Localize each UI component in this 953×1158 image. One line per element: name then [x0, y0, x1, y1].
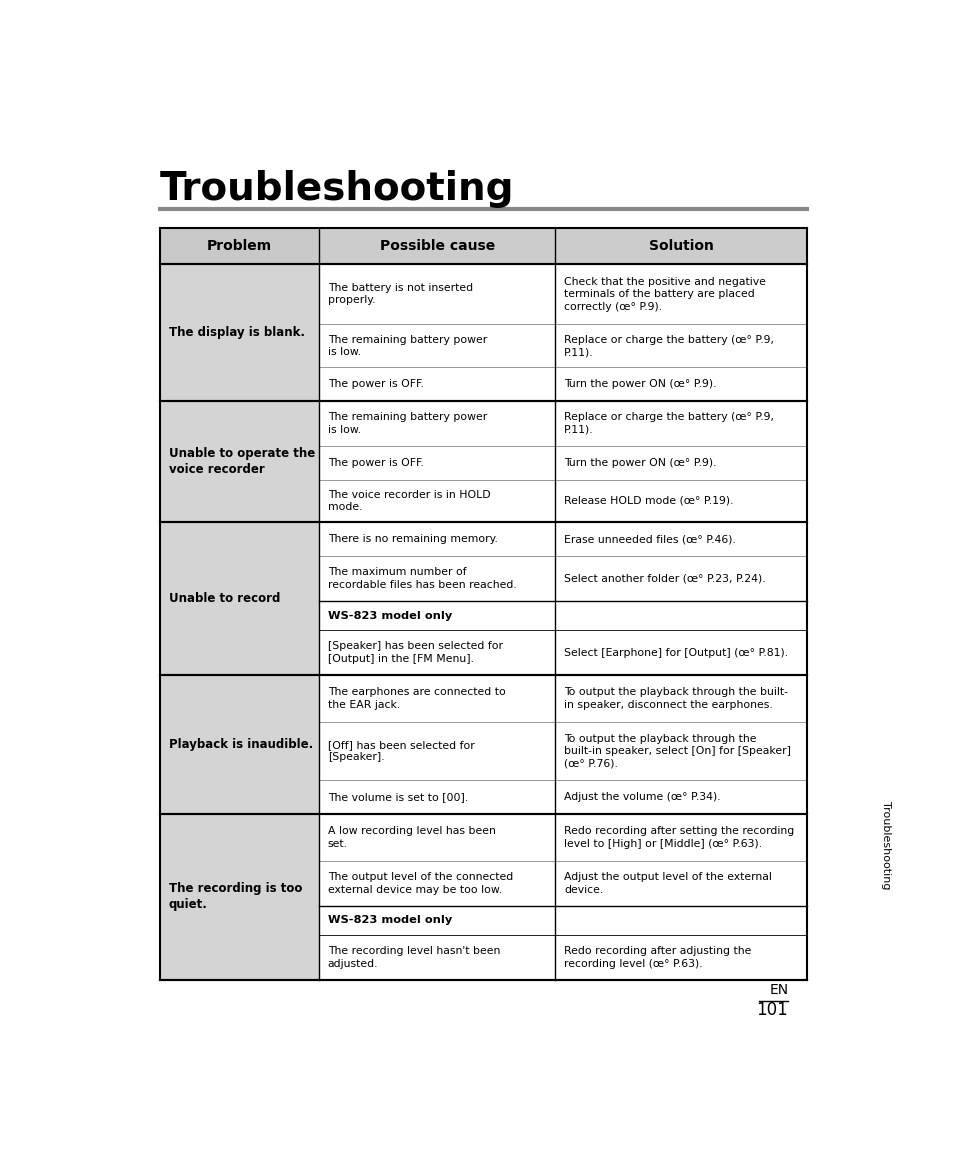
Bar: [318, 780, 555, 814]
Text: Troubleshooting: Troubleshooting: [881, 801, 890, 889]
Bar: [555, 723, 806, 780]
Bar: [160, 264, 318, 401]
Text: The power is OFF.: The power is OFF.: [328, 379, 423, 389]
Bar: [160, 814, 318, 980]
Bar: [318, 723, 555, 780]
Text: Possible cause: Possible cause: [379, 239, 495, 252]
Text: The volume is set to [00].: The volume is set to [00].: [328, 792, 468, 802]
Bar: [555, 556, 806, 601]
Bar: [318, 862, 555, 906]
Text: [Speaker] has been selected for
[Output] in the [FM Menu].: [Speaker] has been selected for [Output]…: [328, 642, 502, 664]
Bar: [160, 228, 318, 264]
Text: Redo recording after adjusting the
recording level (œ° P.63).: Redo recording after adjusting the recor…: [564, 946, 751, 969]
Text: Turn the power ON (œ° P.9).: Turn the power ON (œ° P.9).: [564, 457, 716, 468]
Bar: [318, 675, 555, 723]
Bar: [555, 522, 806, 556]
Bar: [318, 814, 555, 862]
Bar: [555, 479, 806, 522]
Text: Select [Earphone] for [Output] (œ° P.81).: Select [Earphone] for [Output] (œ° P.81)…: [564, 647, 787, 658]
Bar: [318, 324, 555, 367]
Bar: [555, 367, 806, 401]
Text: The maximum number of
recordable files has been reached.: The maximum number of recordable files h…: [328, 567, 516, 589]
Text: There is no remaining memory.: There is no remaining memory.: [328, 534, 497, 544]
Text: Problem: Problem: [207, 239, 272, 252]
Text: The remaining battery power
is low.: The remaining battery power is low.: [328, 412, 486, 434]
Bar: [318, 264, 555, 324]
Bar: [555, 936, 806, 980]
Text: Adjust the output level of the external
device.: Adjust the output level of the external …: [564, 872, 771, 895]
Bar: [160, 401, 318, 522]
Bar: [555, 780, 806, 814]
Text: To output the playback through the built-
in speaker, disconnect the earphones.: To output the playback through the built…: [564, 688, 787, 710]
Bar: [555, 264, 806, 324]
Text: WS-823 model only: WS-823 model only: [328, 916, 452, 925]
Text: Check that the positive and negative
terminals of the battery are placed
correct: Check that the positive and negative ter…: [564, 277, 765, 312]
Text: To output the playback through the
built-in speaker, select [On] for [Speaker]
(: To output the playback through the built…: [564, 734, 790, 769]
Text: Redo recording after setting the recording
level to [High] or [Middle] (œ° P.63): Redo recording after setting the recordi…: [564, 827, 794, 849]
Bar: [555, 401, 806, 446]
Text: The output level of the connected
external device may be too low.: The output level of the connected extern…: [328, 872, 513, 895]
Bar: [318, 906, 806, 936]
Text: Release HOLD mode (œ° P.19).: Release HOLD mode (œ° P.19).: [564, 496, 733, 506]
Bar: [160, 522, 318, 675]
Text: EN: EN: [768, 983, 787, 997]
Bar: [160, 675, 318, 814]
Bar: [555, 228, 806, 264]
Bar: [555, 814, 806, 862]
Text: Replace or charge the battery (œ° P.9,
P.11).: Replace or charge the battery (œ° P.9, P…: [564, 412, 774, 434]
Bar: [318, 228, 555, 264]
Text: The earphones are connected to
the EAR jack.: The earphones are connected to the EAR j…: [328, 688, 505, 710]
Bar: [318, 446, 555, 479]
Bar: [555, 862, 806, 906]
Text: Playback is inaudible.: Playback is inaudible.: [169, 738, 313, 750]
Bar: [318, 367, 555, 401]
Text: Unable to record: Unable to record: [169, 592, 280, 606]
Text: Unable to operate the
voice recorder: Unable to operate the voice recorder: [169, 447, 314, 476]
Text: WS-823 model only: WS-823 model only: [328, 610, 452, 621]
Bar: [318, 522, 555, 556]
Text: Erase unneeded files (œ° P.46).: Erase unneeded files (œ° P.46).: [564, 534, 736, 544]
Bar: [555, 446, 806, 479]
Text: [Off] has been selected for
[Speaker].: [Off] has been selected for [Speaker].: [328, 740, 474, 762]
Bar: [555, 675, 806, 723]
Text: Turn the power ON (œ° P.9).: Turn the power ON (œ° P.9).: [564, 379, 716, 389]
Text: A low recording level has been
set.: A low recording level has been set.: [328, 827, 496, 849]
Text: The voice recorder is in HOLD
mode.: The voice recorder is in HOLD mode.: [328, 490, 490, 512]
Text: The display is blank.: The display is blank.: [169, 325, 304, 339]
Bar: [555, 324, 806, 367]
Text: Troubleshooting: Troubleshooting: [160, 170, 514, 208]
Bar: [318, 556, 555, 601]
Text: Select another folder (œ° P.23, P.24).: Select another folder (œ° P.23, P.24).: [564, 573, 765, 584]
Bar: [318, 401, 555, 446]
Bar: [318, 601, 806, 630]
Text: The remaining battery power
is low.: The remaining battery power is low.: [328, 335, 486, 357]
Bar: [318, 630, 555, 675]
Text: The recording is too
quiet.: The recording is too quiet.: [169, 882, 302, 911]
Bar: [318, 936, 555, 980]
Text: The recording level hasn't been
adjusted.: The recording level hasn't been adjusted…: [328, 946, 499, 969]
Text: 7: 7: [878, 608, 900, 637]
Text: Adjust the volume (œ° P.34).: Adjust the volume (œ° P.34).: [564, 792, 720, 802]
Text: 101: 101: [756, 1001, 787, 1019]
Text: The power is OFF.: The power is OFF.: [328, 457, 423, 468]
Bar: [555, 630, 806, 675]
Text: Replace or charge the battery (œ° P.9,
P.11).: Replace or charge the battery (œ° P.9, P…: [564, 335, 774, 357]
Text: Solution: Solution: [648, 239, 713, 252]
Bar: [318, 479, 555, 522]
Text: The battery is not inserted
properly.: The battery is not inserted properly.: [328, 283, 473, 306]
